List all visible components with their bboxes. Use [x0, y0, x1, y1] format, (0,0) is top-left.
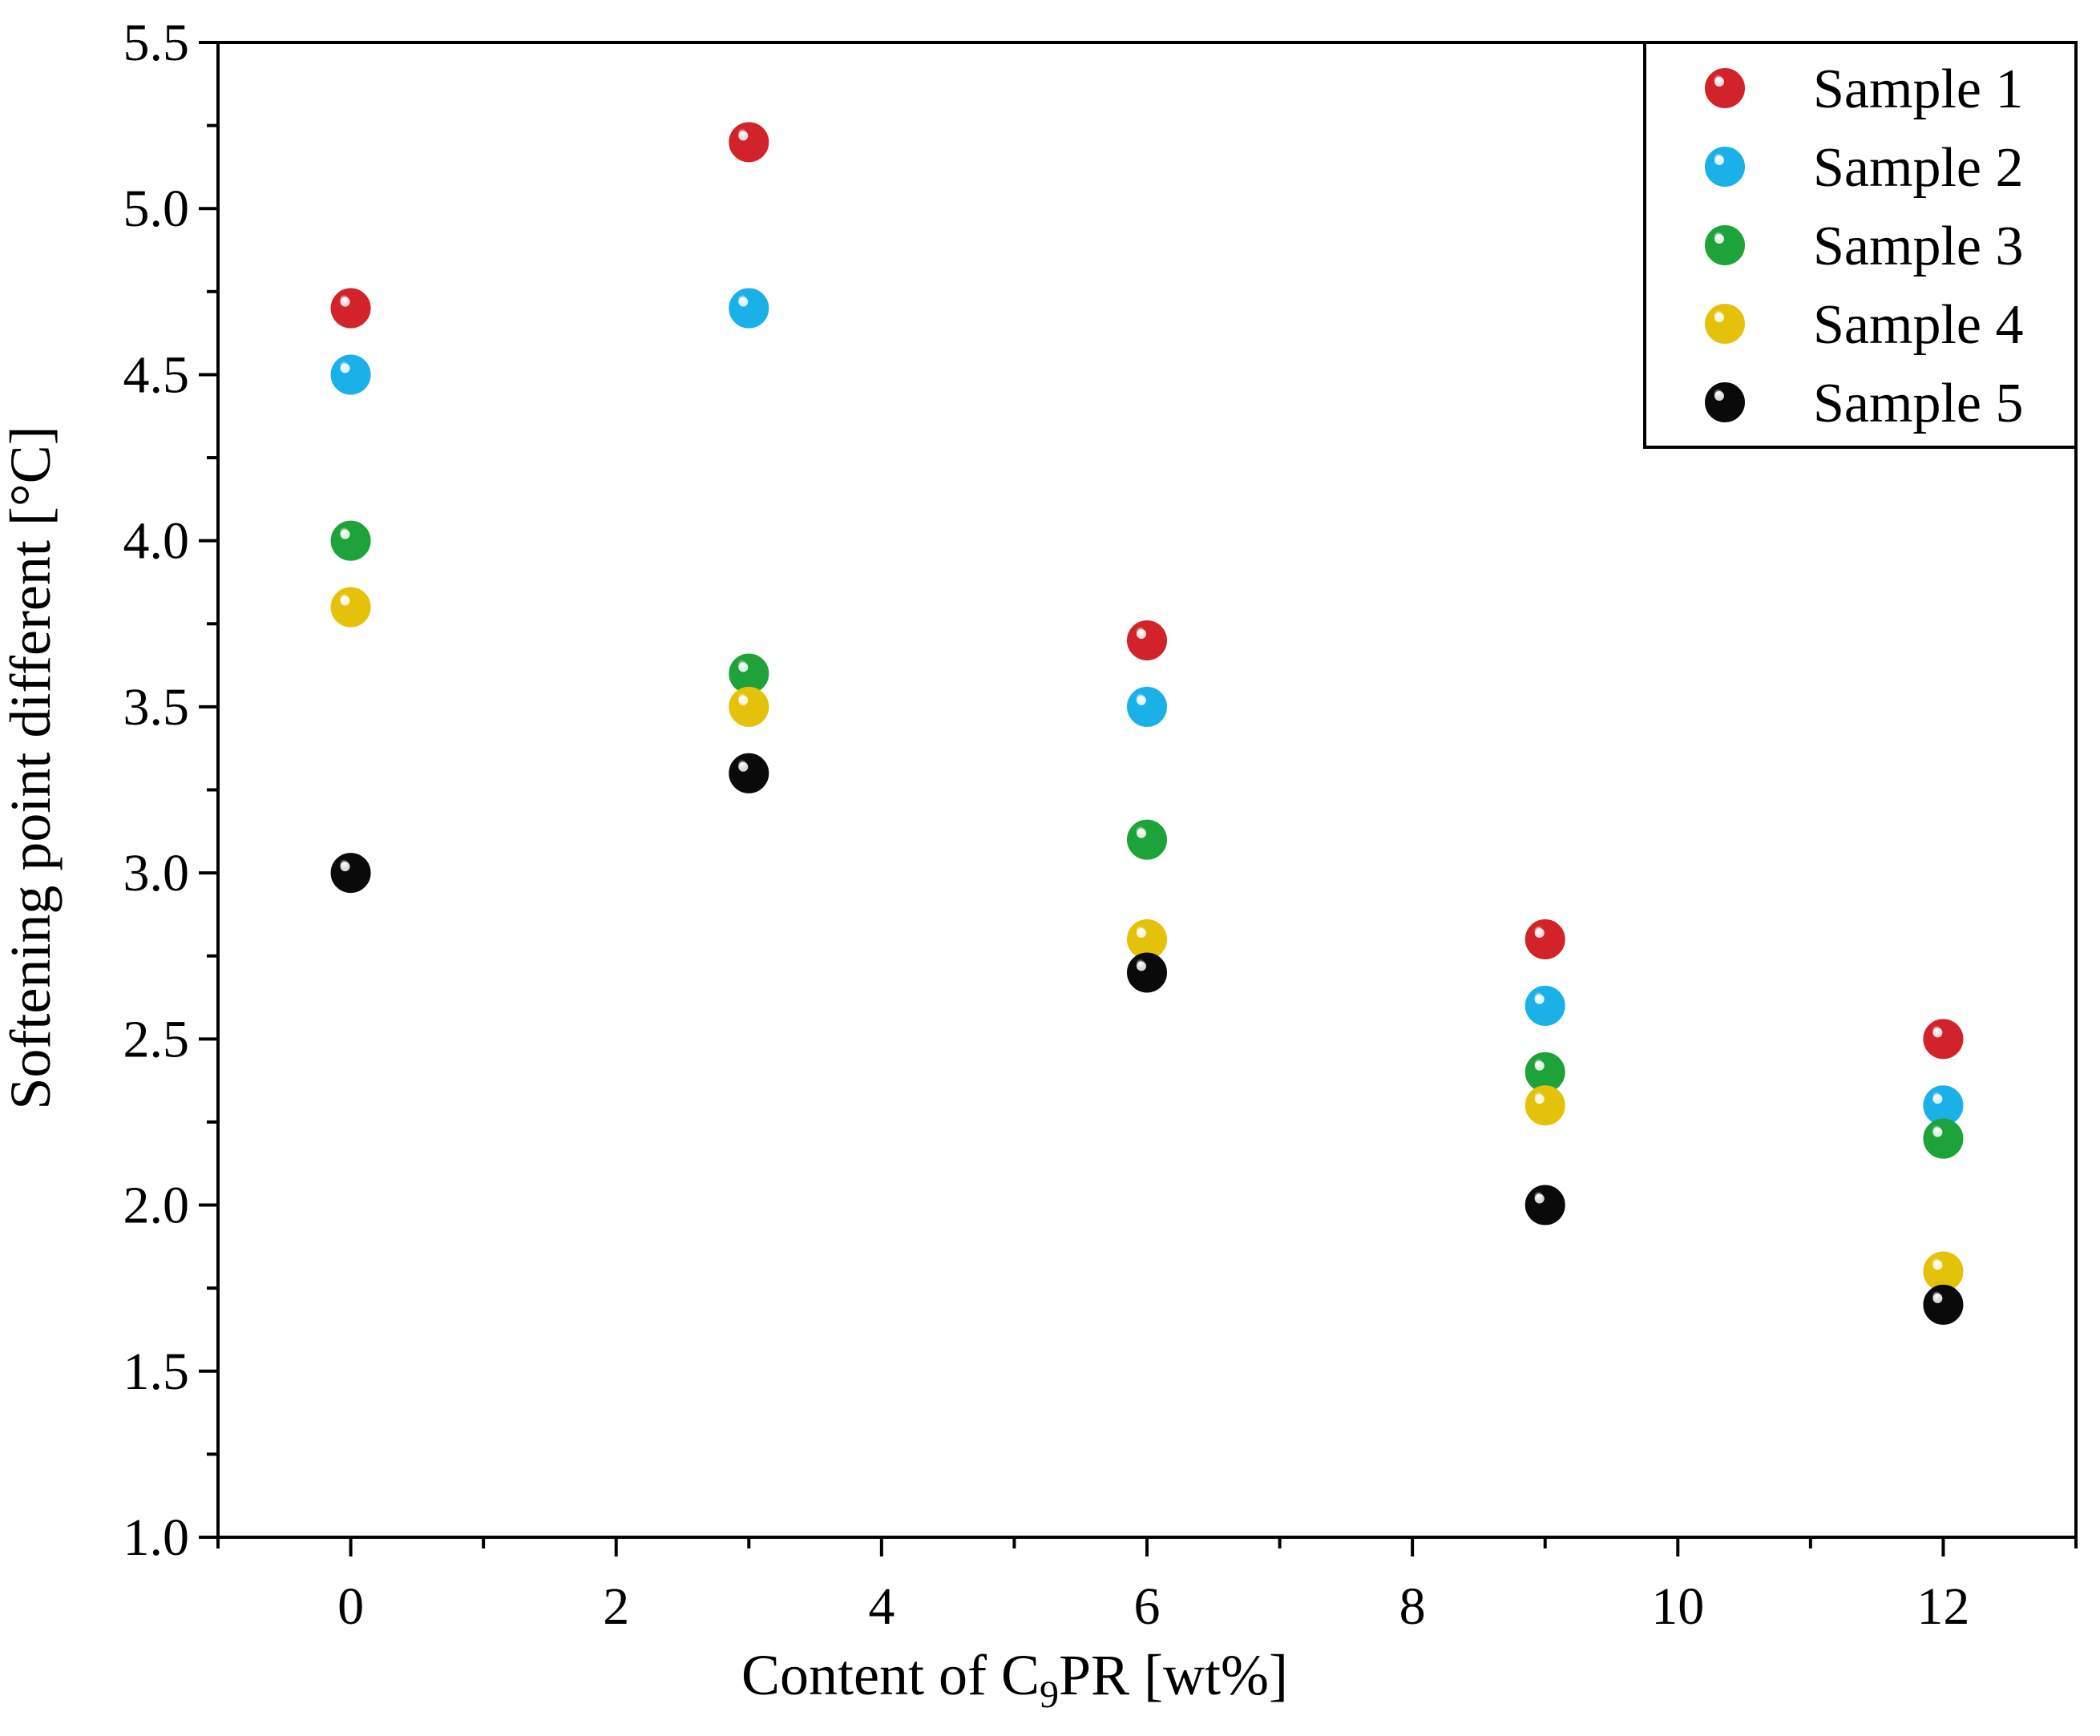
legend-marker — [1705, 68, 1745, 108]
data-point-sample-2 — [1127, 686, 1167, 727]
data-point-sample-1 — [729, 122, 769, 163]
y-tick-label: 2.0 — [123, 1177, 190, 1235]
x-tick-label: 12 — [1916, 1577, 1969, 1636]
legend-marker — [1705, 225, 1745, 265]
data-point-sample-4 — [729, 686, 769, 727]
data-point-sample-1 — [330, 288, 371, 329]
x-tick-label: 2 — [603, 1577, 629, 1636]
x-tick-label: 6 — [1134, 1577, 1161, 1636]
legend-marker — [1705, 382, 1745, 422]
y-tick-label: 4.0 — [123, 512, 190, 571]
legend-label: Sample 4 — [1813, 294, 2023, 356]
data-point-sample-5 — [729, 753, 769, 793]
data-point-sample-2 — [1923, 1085, 1964, 1126]
data-point-sample-5 — [1923, 1284, 1964, 1325]
legend-label: Sample 2 — [1813, 137, 2023, 199]
y-tick-label: 3.5 — [123, 678, 190, 737]
y-tick-label: 4.5 — [123, 345, 190, 404]
legend-label: Sample 1 — [1813, 59, 2023, 120]
y-tick-label: 3.0 — [123, 844, 190, 902]
legend-item: Sample 4 — [1705, 294, 2023, 356]
x-axis-title-suffix: PR [wt%] — [1059, 1643, 1288, 1707]
legend-marker — [1705, 147, 1745, 187]
data-point-sample-5 — [330, 853, 371, 894]
data-point-sample-3 — [1923, 1118, 1964, 1159]
legend-item: Sample 3 — [1705, 216, 2023, 277]
data-point-sample-1 — [1127, 620, 1167, 660]
data-point-sample-2 — [1525, 985, 1565, 1026]
x-tick-label: 4 — [868, 1577, 895, 1636]
data-point-sample-4 — [330, 587, 371, 628]
data-point-sample-5 — [1525, 1185, 1565, 1225]
y-tick-label: 2.5 — [123, 1010, 190, 1068]
y-tick-label: 5.5 — [123, 14, 190, 72]
data-point-sample-3 — [330, 520, 371, 561]
legend-label: Sample 5 — [1813, 373, 2023, 434]
x-axis-title: Content of C9PR [wt%] — [741, 1643, 1288, 1716]
y-tick-label: 5.0 — [123, 180, 190, 238]
legend-marker — [1705, 304, 1745, 344]
legend-item: Sample 5 — [1705, 373, 2023, 434]
legend-item: Sample 1 — [1705, 59, 2023, 120]
y-tick-label: 1.5 — [123, 1342, 190, 1401]
data-point-sample-2 — [330, 354, 371, 395]
x-tick-label: 10 — [1651, 1577, 1704, 1636]
data-point-sample-2 — [729, 288, 769, 329]
legend-label: Sample 3 — [1813, 216, 2023, 277]
data-point-sample-1 — [1525, 919, 1565, 959]
x-tick-label: 0 — [337, 1577, 364, 1636]
y-tick-label: 1.0 — [123, 1508, 190, 1567]
y-axis-title: Softening point different [°C] — [0, 426, 63, 1109]
data-point-sample-4 — [1525, 1085, 1565, 1126]
x-axis-title-prefix: Content of C — [741, 1643, 1040, 1707]
legend-item: Sample 2 — [1705, 137, 2023, 199]
data-point-sample-1 — [1923, 1019, 1964, 1060]
data-point-sample-3 — [1127, 819, 1167, 860]
data-point-sample-5 — [1127, 952, 1167, 993]
x-axis-title-subscript: 9 — [1040, 1673, 1059, 1716]
x-tick-label: 8 — [1399, 1577, 1426, 1636]
